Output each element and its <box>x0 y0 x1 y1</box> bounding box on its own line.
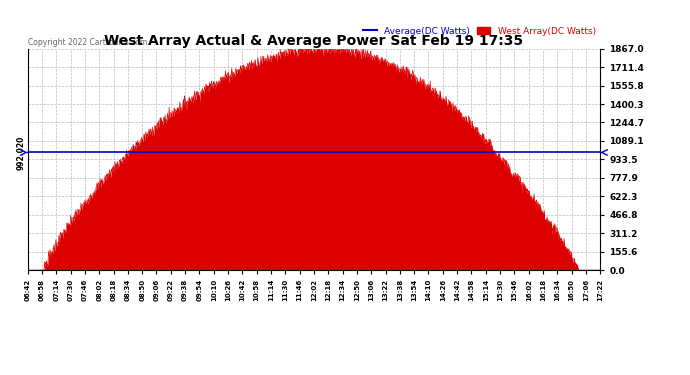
Text: 992.020: 992.020 <box>17 135 26 170</box>
Text: Copyright 2022 Cartronics.com: Copyright 2022 Cartronics.com <box>28 38 147 46</box>
Legend: Average(DC Watts), West Array(DC Watts): Average(DC Watts), West Array(DC Watts) <box>363 27 595 36</box>
Title: West Array Actual & Average Power Sat Feb 19 17:35: West Array Actual & Average Power Sat Fe… <box>104 34 524 48</box>
